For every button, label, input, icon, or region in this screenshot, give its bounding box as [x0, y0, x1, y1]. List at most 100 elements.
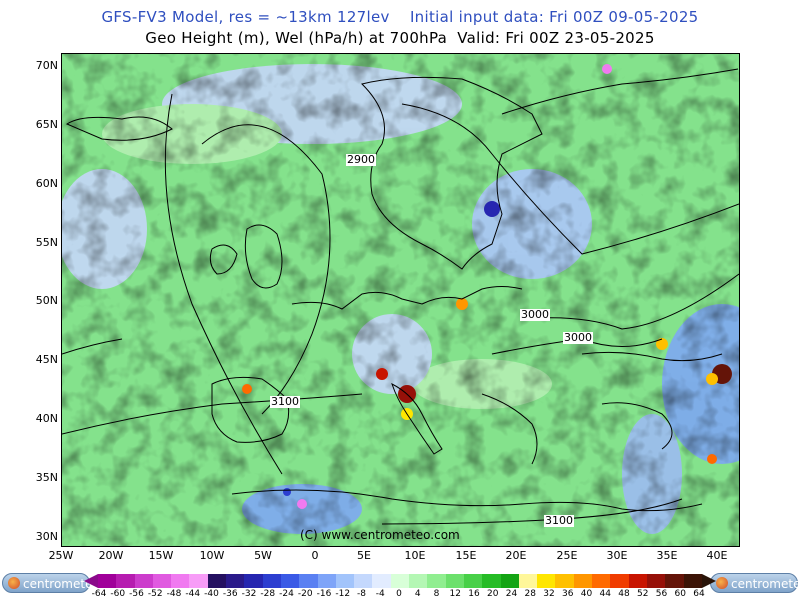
legend-color-cell	[335, 574, 355, 588]
legend-tick-label: -28	[260, 589, 276, 599]
legend-tick-label: 64	[693, 589, 705, 599]
legend-tick-label: -40	[204, 589, 219, 599]
legend-color-cell	[427, 574, 446, 588]
legend-tick-label: -44	[185, 589, 201, 599]
lat-label: 50N	[35, 294, 58, 307]
legend-color-cell	[445, 574, 464, 588]
legend-color-cell	[244, 574, 263, 588]
lon-label: 20W	[98, 549, 124, 562]
lat-label: 55N	[35, 236, 58, 249]
legend-color-cell	[171, 574, 190, 588]
legend-tick-label: 12	[449, 589, 461, 599]
legend-color-cell	[409, 574, 428, 588]
legend-color-cell	[280, 574, 300, 588]
legend-tick-label: -24	[279, 589, 294, 599]
lon-label: 40E	[706, 549, 728, 562]
legend-tick-label: -36	[222, 589, 238, 599]
legend-color-cell	[537, 574, 556, 588]
legend-tick-label: -16	[316, 589, 332, 599]
lon-label: 10E	[404, 549, 426, 562]
legend-color-cell	[372, 574, 391, 588]
lat-label: 30N	[35, 530, 58, 543]
contour-label-3000-a: 3000	[520, 308, 550, 321]
legend-color-cell	[646, 574, 666, 588]
logo-left: centrometeo	[2, 573, 100, 593]
legend-tick-label: 16	[468, 589, 480, 599]
legend-tick-label: 48	[618, 589, 630, 599]
legend-tick-label: -48	[166, 589, 182, 599]
legend-tick-label: -32	[241, 589, 257, 599]
legend-color-cell	[262, 574, 281, 588]
lon-label: 30E	[606, 549, 628, 562]
legend-color-cell	[98, 574, 117, 588]
lat-label: 40N	[35, 412, 58, 425]
legend-color-cell	[317, 574, 336, 588]
lon-label: 5W	[254, 549, 272, 562]
legend-color-cell	[592, 574, 611, 588]
contour-label-3000-b: 3000	[563, 331, 593, 344]
legend-tick-label: -20	[297, 589, 313, 599]
lon-label: 5E	[357, 549, 371, 562]
contour-label-3100-a: 3100	[270, 395, 300, 408]
legend-tick-label: 40	[580, 589, 593, 599]
legend-color-cell	[207, 574, 227, 588]
legend-color-cell	[463, 574, 483, 588]
legend-color-cell	[390, 574, 410, 588]
legend-tick-label: 60	[674, 589, 686, 599]
legend-tick-label: -56	[129, 589, 144, 599]
legend-tick-label: 0	[396, 589, 402, 599]
lon-label: 20E	[505, 549, 527, 562]
lat-label: 35N	[35, 471, 58, 484]
lat-label: 70N	[35, 59, 58, 72]
legend-tick-labels: -64 -60 -56 -52 -48 -44 -40 -36 -32 -28 -24 -20 -16-…	[91, 589, 707, 600]
legend-tick-label: -60	[110, 589, 126, 599]
legend-tick-label: 36	[562, 589, 574, 599]
legend-tick-label: -4	[375, 589, 385, 599]
legend-tick-label: 8	[433, 589, 440, 599]
lon-label: 25E	[556, 549, 578, 562]
legend-color-cell	[134, 574, 153, 588]
map-svg	[62, 54, 739, 546]
legend-tick-label: 52	[637, 589, 649, 599]
legend-color-cell	[116, 574, 135, 588]
lon-label: 15E	[455, 549, 477, 562]
logo-right: centrometeo	[710, 573, 800, 593]
lon-label: 35E	[656, 549, 678, 562]
credit-text: (C) www.centrometeo.com	[300, 528, 460, 542]
legend-color-cell	[518, 574, 538, 588]
legend-color-cell	[573, 574, 593, 588]
weather-map	[61, 53, 740, 547]
legend-color-cell	[189, 574, 208, 588]
legend-color-cell	[610, 574, 629, 588]
legend-tick-label: -64	[91, 589, 107, 599]
field-title: Geo Height (m), Wel (hPa/h) at 700hPa Va…	[145, 29, 655, 47]
contour-label-3100-b: 3100	[544, 514, 574, 527]
lon-label: 15W	[148, 549, 174, 562]
legend-color-cell	[482, 574, 501, 588]
legend-tick-label: 32	[543, 589, 555, 599]
lon-label: 0	[311, 549, 319, 562]
legend-tick-label: -12	[335, 589, 351, 599]
legend-color-cell	[555, 574, 574, 588]
legend-bar	[98, 574, 702, 588]
legend-color-cell	[628, 574, 647, 588]
lon-label: 10W	[199, 549, 225, 562]
legend-color-cell	[152, 574, 172, 588]
legend-tick-label: -52	[147, 589, 163, 599]
field-texture	[62, 54, 739, 546]
lat-label: 45N	[35, 353, 58, 366]
legend-arrow-right	[702, 574, 716, 588]
lat-label: 65N	[35, 118, 58, 131]
legend-color-cell	[683, 574, 702, 588]
legend-color-cell	[299, 574, 318, 588]
legend-tick-label: 4	[414, 589, 421, 599]
lon-label: 25W	[48, 549, 74, 562]
legend-color-cell	[500, 574, 519, 588]
legend-tick-label: -8	[357, 589, 366, 599]
legend-tick-label: 56	[655, 589, 668, 599]
legend-tick-label: 44	[599, 589, 611, 599]
legend-color-cell	[226, 574, 245, 588]
legend-color-cell	[354, 574, 373, 588]
contour-label-2900: 2900	[346, 153, 376, 166]
legend-tick-label: 20	[487, 589, 499, 599]
